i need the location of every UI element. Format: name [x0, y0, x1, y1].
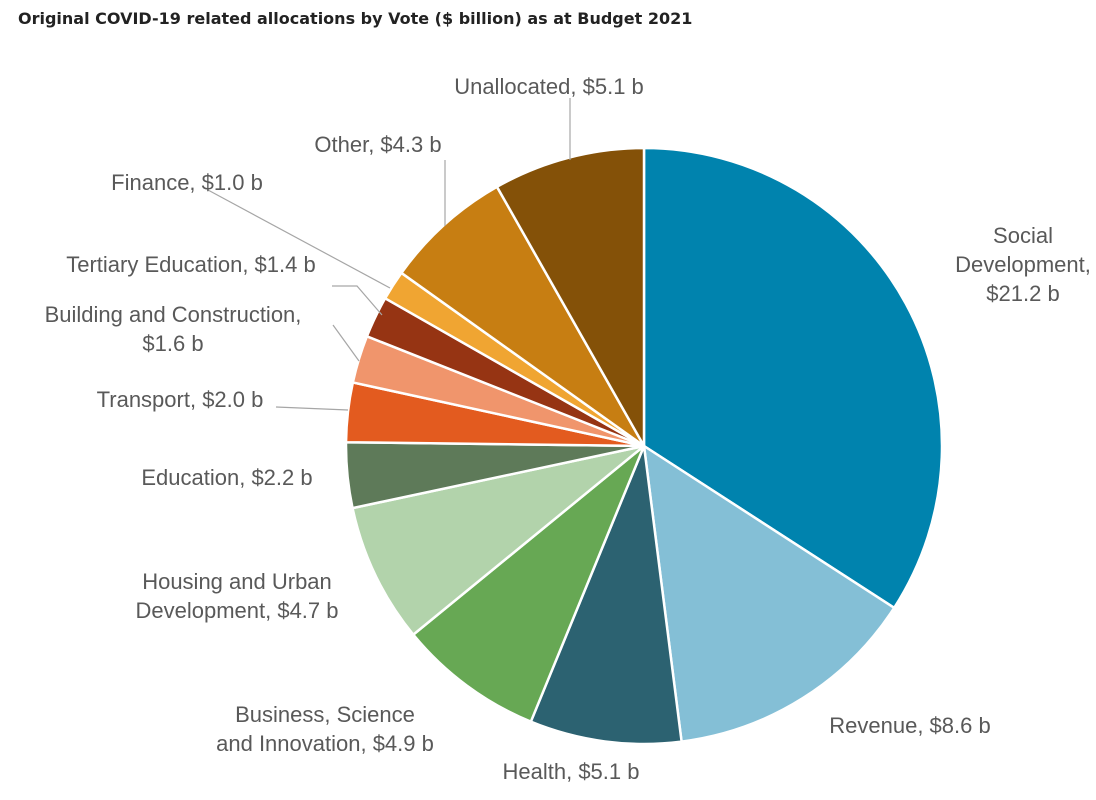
- leader-line-building-and-construction: [332, 324, 360, 362]
- slice-label-tertiary-education: Tertiary Education, $1.4 b: [66, 252, 315, 277]
- pie-slice-health: [529, 441, 683, 746]
- slice-label-line: Finance, $1.0 b: [111, 170, 263, 195]
- slice-label-line: $1.6 b: [142, 331, 203, 356]
- slice-label-line: Housing and Urban: [142, 569, 332, 594]
- leader-line-tertiary-education: [332, 285, 383, 316]
- slice-label-line: Education, $2.2 b: [141, 465, 312, 490]
- slice-label-health: Health, $5.1 b: [503, 759, 640, 784]
- slice-label-social-development: Social Development, $21.2 b: [955, 223, 1091, 306]
- slice-label-transport: Transport, $2.0 b: [97, 387, 264, 412]
- slice-label-business-science-and-innovation: Business, Science and Innovation, $4.9 b: [216, 702, 434, 756]
- slice-label-finance: Finance, $1.0 b: [111, 170, 263, 195]
- slice-label-line: Development,: [955, 252, 1091, 277]
- leader-line-transport: [275, 406, 349, 411]
- pie-slice-unallocated: [495, 146, 646, 451]
- chart-title: Original COVID-19 related allocations by…: [18, 9, 693, 28]
- slice-label-line: Business, Science: [235, 702, 415, 727]
- slice-label-line: Revenue, $8.6 b: [829, 713, 990, 738]
- slice-label-line: Unallocated, $5.1 b: [454, 74, 644, 99]
- slice-label-line: Development, $4.7 b: [135, 598, 338, 623]
- leader-line-finance: [207, 189, 391, 289]
- slice-label-housing-and-urban-development: Housing and Urban Development, $4.7 b: [135, 569, 338, 623]
- slice-label-building-and-construction: Building and Construction, $1.6 b: [45, 302, 302, 356]
- slice-label-line: Building and Construction,: [45, 302, 302, 327]
- slice-label-unallocated: Unallocated, $5.1 b: [454, 74, 644, 99]
- pie-slice-revenue: [642, 443, 896, 744]
- slice-label-revenue: Revenue, $8.6 b: [829, 713, 990, 738]
- pie-slice-business-science-and-innovation: [411, 445, 646, 724]
- slice-label-other: Other, $4.3 b: [314, 132, 441, 157]
- slice-label-line: Health, $5.1 b: [503, 759, 640, 784]
- slice-label-line: Social: [993, 223, 1053, 248]
- slice-label-line: and Innovation, $4.9 b: [216, 731, 434, 756]
- slice-label-line: $21.2 b: [986, 281, 1059, 306]
- slice-label-line: Other, $4.3 b: [314, 132, 441, 157]
- slice-label-line: Transport, $2.0 b: [97, 387, 264, 412]
- slice-label-line: Tertiary Education, $1.4 b: [66, 252, 315, 277]
- slice-label-education: Education, $2.2 b: [141, 465, 312, 490]
